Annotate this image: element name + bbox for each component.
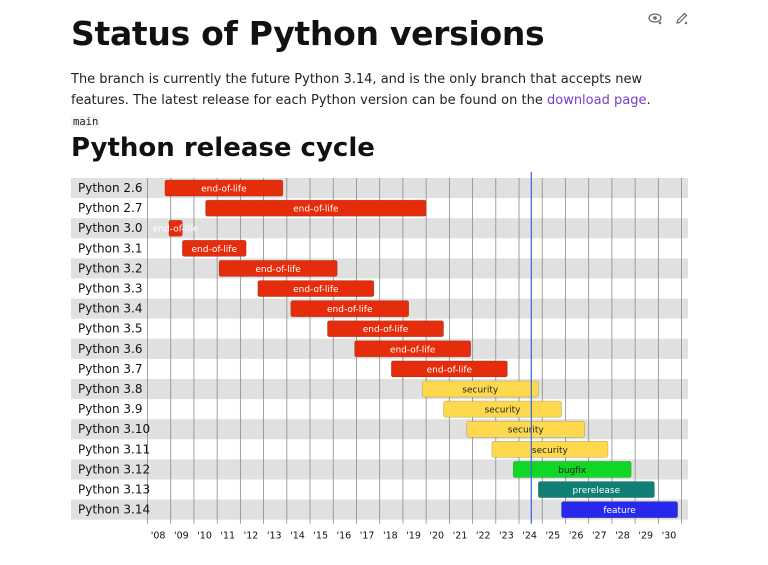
bar (327, 320, 444, 338)
tick-label: '11 (220, 531, 235, 542)
bar-label: security (485, 406, 522, 416)
edit-pencil-icon[interactable] (674, 10, 690, 26)
row-label: Python 3.8 (78, 382, 143, 396)
row-label: Python 3.2 (78, 261, 143, 275)
tick-label: '20 (429, 531, 444, 542)
bar-label: end-of-life (255, 265, 301, 275)
bar (561, 501, 678, 519)
bar (205, 199, 427, 217)
row-label: Python 3.4 (78, 302, 143, 316)
row-label: Python 3.10 (78, 422, 150, 436)
bar-label: end-of-life (327, 305, 373, 315)
bar (168, 219, 183, 237)
tick-label: '27 (592, 531, 607, 542)
bar (182, 240, 247, 257)
row-label: Python 3.1 (78, 241, 143, 255)
bar-label: end-of-life (390, 345, 436, 355)
bar (512, 461, 632, 478)
bar-label: end-of-life (293, 205, 339, 215)
bar-label: prerelease (573, 486, 621, 496)
tick-label: '12 (244, 531, 259, 542)
bar-label: end-of-life (191, 245, 237, 255)
tick-label: '18 (383, 531, 398, 542)
bar-label: security (532, 446, 569, 456)
bar-label: end-of-life (363, 325, 409, 335)
tick-label: '09 (174, 531, 189, 542)
bar-label: bugfix (558, 466, 587, 476)
row-label: Python 3.12 (78, 462, 150, 476)
tick-label: '13 (267, 531, 282, 542)
bar (466, 420, 586, 438)
tick-label: '22 (476, 531, 491, 542)
row-label: Python 3.9 (78, 402, 143, 416)
bar-label: end-of-life (293, 285, 339, 295)
bar-label: end-of-life (153, 225, 199, 235)
view-source-icon[interactable] (648, 10, 664, 26)
page-toolbar (648, 10, 690, 26)
bar-label: end-of-life (427, 365, 473, 375)
bar (421, 380, 539, 398)
bar (354, 340, 472, 358)
row-label: Python 2.7 (78, 201, 143, 215)
tick-label: '29 (638, 531, 653, 542)
download-page-link[interactable]: download page (546, 93, 647, 108)
row-label: Python 2.6 (78, 181, 143, 195)
bar-label: security (508, 426, 545, 436)
branch-code: main (71, 116, 101, 128)
bar (391, 360, 508, 378)
bar (164, 179, 284, 197)
bar (218, 260, 338, 277)
bar (443, 400, 562, 418)
bar (491, 440, 609, 458)
row-label: Python 3.3 (78, 282, 143, 296)
bar (257, 280, 375, 297)
row-label: Python 3.7 (78, 362, 143, 376)
intro-period: . (646, 93, 651, 108)
tick-label: '08 (151, 531, 166, 542)
tick-label: '10 (197, 531, 212, 542)
tick-label: '24 (522, 531, 537, 542)
bar-label: feature (603, 506, 636, 516)
tick-label: '25 (545, 531, 560, 542)
bar-label: end-of-life (201, 185, 247, 195)
row-label: Python 3.5 (78, 322, 143, 336)
row-label: Python 3.14 (78, 503, 150, 517)
tick-label: '19 (406, 531, 421, 542)
tick-label: '26 (569, 531, 584, 542)
tick-label: '15 (313, 531, 328, 542)
bar (290, 300, 410, 318)
tick-label: '17 (360, 531, 375, 542)
row-label: Python 3.0 (78, 221, 143, 235)
tick-label: '21 (453, 531, 468, 542)
tick-label: '30 (662, 531, 677, 542)
row-label: Python 3.13 (78, 483, 150, 497)
page-title: Status of Python versions (71, 14, 545, 53)
row-label: Python 3.6 (78, 342, 143, 356)
bar-label: security (462, 386, 499, 396)
tick-label: '14 (290, 531, 305, 542)
row-label: Python 3.11 (78, 442, 150, 456)
section-title: Python release cycle (71, 133, 375, 163)
tick-label: '16 (337, 531, 352, 542)
tick-label: '28 (615, 531, 630, 542)
intro-paragraph: The branch is currently the future Pytho… (71, 69, 681, 133)
bar (537, 481, 655, 498)
intro-text: The branch is currently the future Pytho… (71, 72, 643, 108)
tick-label: '23 (499, 531, 514, 542)
